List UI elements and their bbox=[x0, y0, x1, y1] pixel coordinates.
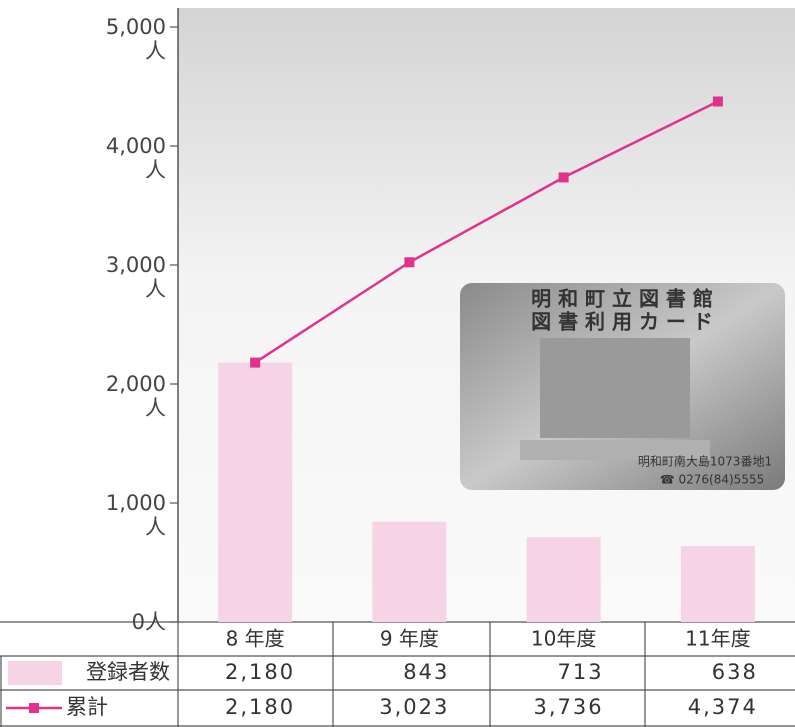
y-tick-label: 4,000人 bbox=[105, 134, 166, 182]
building bbox=[540, 338, 690, 438]
bar bbox=[526, 537, 601, 622]
marker bbox=[404, 257, 415, 268]
card-text: 図 書 利 用 カ ー ド bbox=[531, 310, 713, 334]
x-tick-label: 11年度 bbox=[685, 627, 750, 651]
value-label: 3,736 bbox=[534, 695, 604, 719]
steps bbox=[520, 440, 710, 460]
card-text: 明和町南大島1073番地1 bbox=[638, 454, 772, 469]
bar bbox=[680, 546, 755, 622]
y-tick-label: 0人 bbox=[131, 610, 166, 634]
bar bbox=[218, 362, 293, 622]
value-label: 2,180 bbox=[225, 660, 295, 684]
line bbox=[254, 100, 719, 364]
table-background bbox=[0, 622, 795, 727]
x-tick-label: 10年度 bbox=[531, 627, 596, 651]
marker bbox=[250, 357, 261, 368]
legend-swatch bbox=[8, 661, 62, 685]
x-tick-label: 9 年度 bbox=[380, 627, 439, 651]
value-label: 713 bbox=[558, 660, 604, 684]
value-label: 3,023 bbox=[379, 695, 449, 719]
legend-label: 累計 bbox=[66, 695, 108, 719]
value-label: 843 bbox=[403, 660, 449, 684]
card-text: 明 和 町 立 図 書 館 bbox=[531, 287, 713, 311]
y-tick-label: 5,000人 bbox=[105, 15, 166, 63]
marker bbox=[558, 172, 569, 183]
value-label: 4,374 bbox=[688, 695, 758, 719]
legend-marker bbox=[29, 703, 39, 713]
marker bbox=[712, 96, 723, 107]
y-tick-label: 2,000人 bbox=[105, 372, 166, 420]
x-tick-label: 8 年度 bbox=[226, 627, 285, 651]
value-label: 638 bbox=[712, 660, 758, 684]
legend-label: 登録者数 bbox=[86, 660, 170, 684]
value-label: 2,180 bbox=[225, 695, 295, 719]
card-text: ☎ 0276(84)5555 bbox=[660, 473, 764, 487]
bar bbox=[372, 521, 447, 622]
y-tick-label: 3,000人 bbox=[105, 253, 166, 301]
y-tick-label: 1,000人 bbox=[105, 491, 166, 539]
